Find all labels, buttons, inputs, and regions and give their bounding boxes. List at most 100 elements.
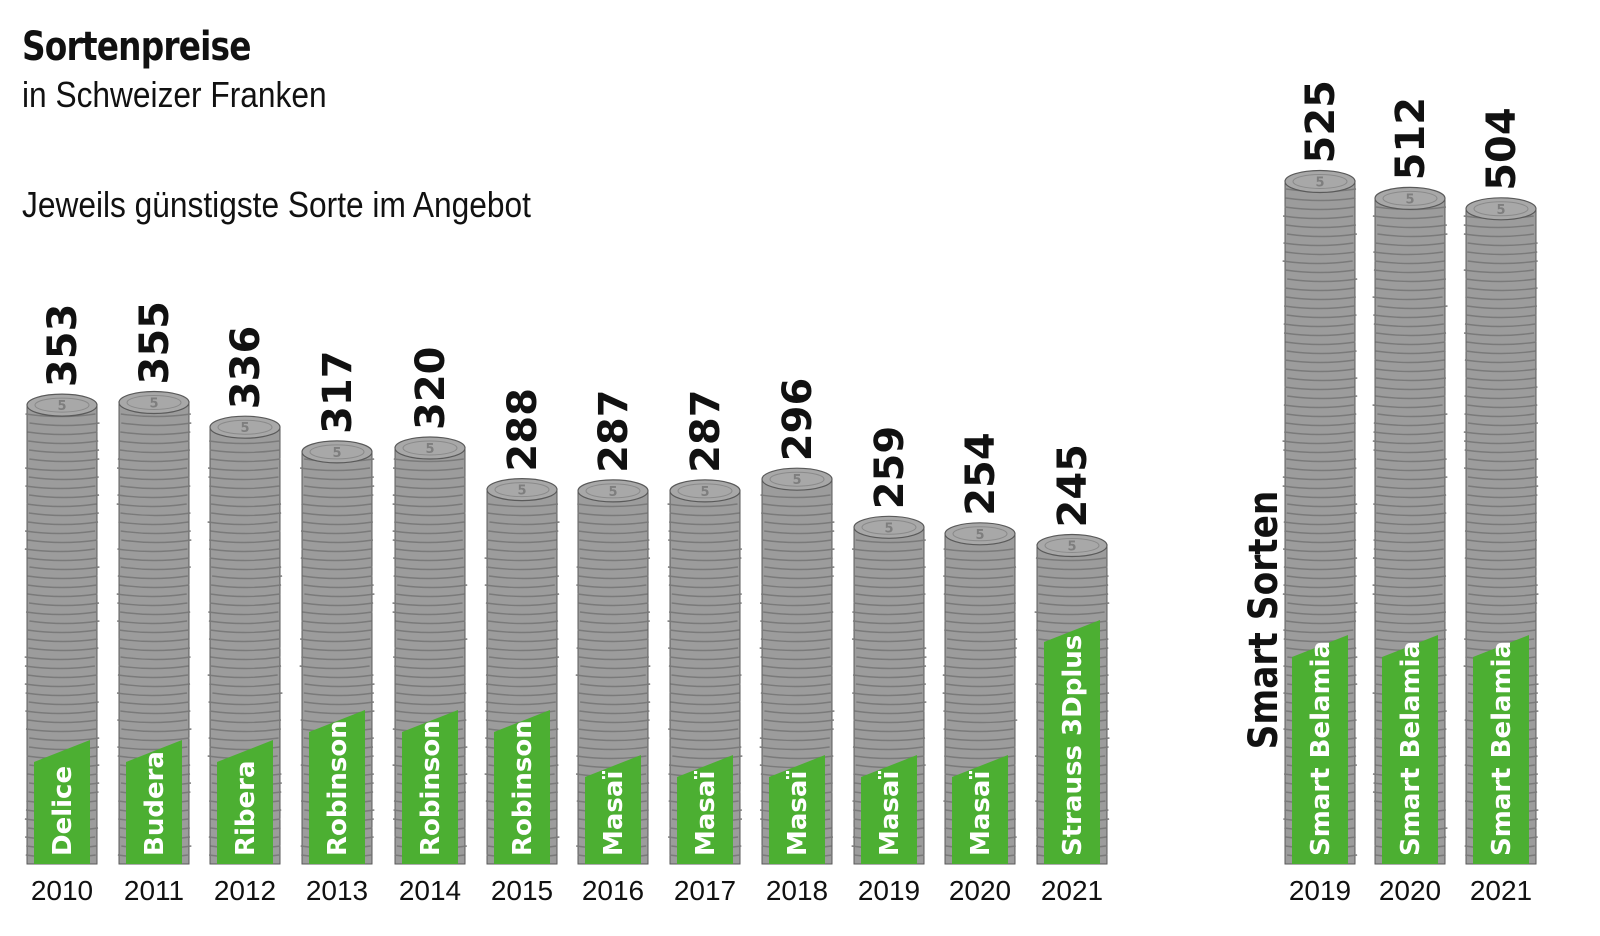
coin-rim xyxy=(396,692,467,697)
coin-rim xyxy=(853,602,924,607)
coin-rim xyxy=(27,575,98,580)
coin-rim xyxy=(487,548,558,553)
coin-rim xyxy=(209,710,280,715)
coin-mark: 5 xyxy=(425,442,434,457)
coin-rim xyxy=(302,611,373,616)
year-label: 2020 xyxy=(949,875,1011,906)
coin-rim xyxy=(303,494,374,499)
coin-rim xyxy=(852,692,923,697)
coin-rim xyxy=(1465,503,1536,508)
coin-rim xyxy=(121,422,192,427)
coin-rim xyxy=(944,737,1015,742)
coin-rim xyxy=(1286,413,1357,418)
coin-rim xyxy=(116,503,187,508)
coin-rim xyxy=(485,647,557,652)
year-label: 2019 xyxy=(1289,875,1351,906)
coin-rim xyxy=(1284,287,1355,292)
coin-rim xyxy=(1376,224,1447,229)
coin-rim xyxy=(1283,521,1354,526)
coin-rim xyxy=(855,665,927,670)
coin-rim xyxy=(209,449,280,454)
coin-rim xyxy=(944,557,1015,562)
coin-rim xyxy=(577,728,648,733)
coin-rim xyxy=(1373,314,1444,319)
variety-label: Robinson xyxy=(416,720,446,856)
coin-rim xyxy=(27,539,98,544)
coin-rim xyxy=(759,746,830,751)
coin-stack-bar: 5 Robinson 317 2013 xyxy=(299,350,375,906)
year-label: 2013 xyxy=(306,875,368,906)
coin-rim xyxy=(1375,350,1446,355)
coin-rim xyxy=(854,737,926,742)
coin-top-ring xyxy=(1473,201,1529,217)
coin-rim xyxy=(1463,431,1534,436)
coin-rim xyxy=(120,413,191,418)
coin-rim xyxy=(579,710,650,715)
coin-rim xyxy=(1463,467,1535,472)
variety-tag xyxy=(1292,635,1348,864)
coin-rim xyxy=(1286,233,1358,238)
coin-rim xyxy=(1283,629,1354,634)
coin-rim xyxy=(671,602,742,607)
coin-rim xyxy=(945,566,1017,571)
coin-rim xyxy=(121,539,192,544)
coin-rim xyxy=(1285,224,1356,229)
coin-rim xyxy=(26,584,98,589)
coin-rim xyxy=(1375,395,1446,400)
coin-stack-bar: 5 Ribera 336 2012 xyxy=(207,326,283,906)
coin-rim xyxy=(1374,485,1446,490)
variety-tag xyxy=(494,710,550,864)
coin-rim xyxy=(668,728,739,733)
coin-rim xyxy=(669,638,740,643)
coin-rim xyxy=(853,575,925,580)
coin-rim xyxy=(395,683,466,688)
coin-rim xyxy=(27,638,98,643)
coin-rim xyxy=(119,683,191,688)
value-label: 353 xyxy=(40,304,86,388)
coin-rim xyxy=(117,620,188,625)
variety-tag xyxy=(217,740,273,864)
coin-rim xyxy=(1375,377,1447,382)
coin-rim xyxy=(24,683,95,688)
coin-rim xyxy=(489,521,560,526)
coin-rim xyxy=(854,755,925,760)
coin-rim xyxy=(117,719,188,724)
coin-mark: 5 xyxy=(240,421,249,436)
coin-rim xyxy=(1282,485,1353,490)
coin-rim xyxy=(1463,440,1535,445)
coin-rim xyxy=(854,710,925,715)
year-label: 2020 xyxy=(1379,875,1441,906)
coin-mark: 5 xyxy=(1067,540,1076,555)
value-label: 288 xyxy=(500,388,546,472)
coin-rim xyxy=(1467,260,1538,265)
coin-rim xyxy=(576,647,647,652)
coin-rim xyxy=(116,467,188,472)
coin-rim xyxy=(25,710,96,715)
coin-rim xyxy=(210,647,281,652)
coin-rim xyxy=(26,629,98,634)
coin-rim xyxy=(207,521,278,526)
coin-rim xyxy=(28,746,100,751)
value-label: 287 xyxy=(683,389,729,473)
coin-mark: 5 xyxy=(700,485,709,500)
coin-rim xyxy=(1284,359,1356,364)
coin-rim xyxy=(579,611,650,616)
coin-rim xyxy=(1465,278,1536,283)
coin-rim xyxy=(25,485,96,490)
coin-stack-bar: 5 Masaï 287 2016 xyxy=(575,389,651,906)
coin-rim xyxy=(1374,359,1445,364)
coin-rim xyxy=(488,656,560,661)
coin-rim xyxy=(120,656,191,661)
coin-stack-bar: 5 Smart Belamia 525 2019 xyxy=(1282,80,1358,906)
coin-rim xyxy=(1375,620,1446,625)
coin-rim xyxy=(668,575,739,580)
coin-rim xyxy=(28,440,99,445)
coin-rim xyxy=(853,719,924,724)
coin-rim xyxy=(487,665,558,670)
coin-rim xyxy=(302,512,373,517)
coin-rim xyxy=(118,638,189,643)
year-label: 2010 xyxy=(31,875,93,906)
coin-rim xyxy=(392,602,463,607)
coin-rim xyxy=(300,638,371,643)
coin-rim xyxy=(487,512,558,517)
